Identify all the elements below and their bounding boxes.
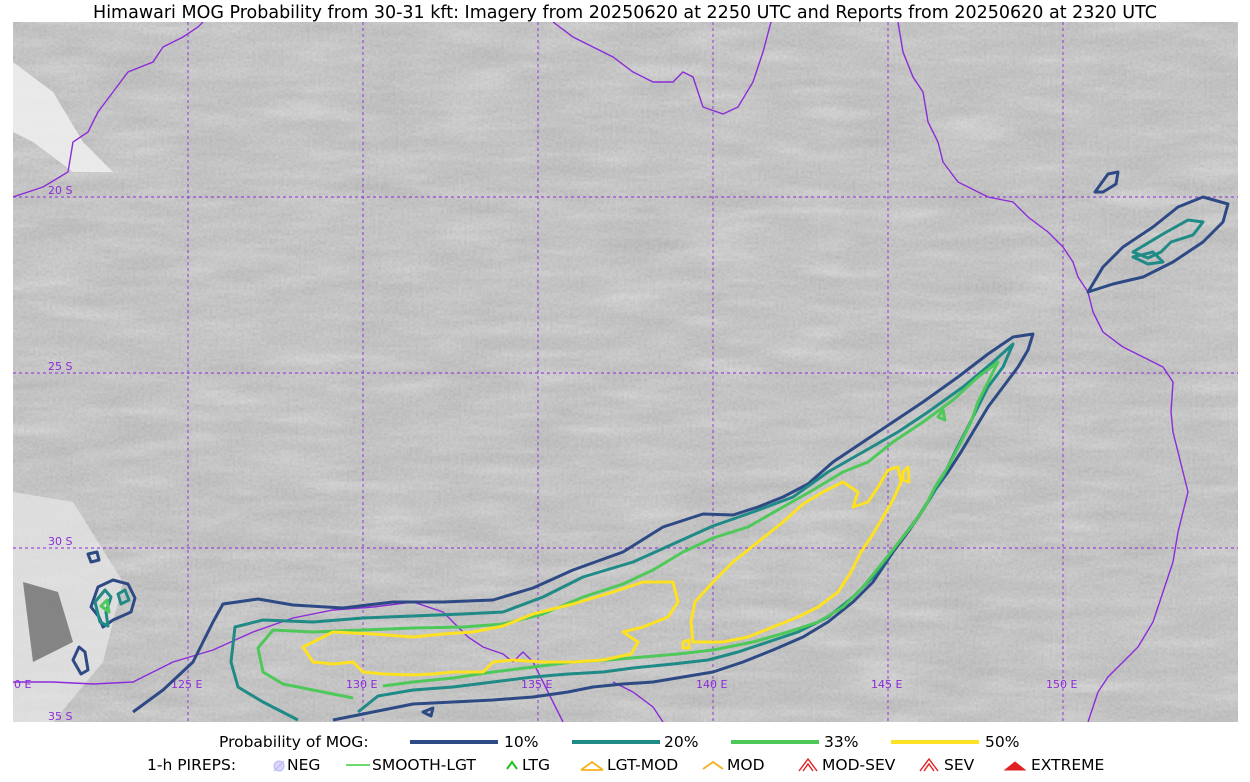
legend-pirep-mod-sev: MOD-SEV xyxy=(822,756,896,774)
chart-title: Himawari MOG Probability from 30-31 kft:… xyxy=(93,3,1157,23)
graticule xyxy=(13,22,1238,722)
legend-label-33: 33% xyxy=(824,733,859,751)
legend-pirep-smooth-lgt: SMOOTH-LGT xyxy=(372,756,476,774)
contour-50-percent xyxy=(301,465,911,677)
legend-label-50: 50% xyxy=(985,733,1020,751)
lon-label-130e: 130 E xyxy=(346,678,377,691)
contour-20-percent xyxy=(93,218,1205,722)
legend-pirep-lgt-mod: LGT-MOD xyxy=(607,756,679,774)
smooth-lgt-line-icon xyxy=(346,764,370,766)
cloud-patches-left xyxy=(13,62,123,722)
legend-swatch-10 xyxy=(410,740,498,744)
map-canvas: 20 S 25 S 30 S 35 S 120 E 125 E 130 E 13… xyxy=(13,22,1238,722)
mod-sev-caret-icon xyxy=(798,757,818,772)
neg-icon xyxy=(273,760,285,772)
lat-label-35s: 35 S xyxy=(48,710,72,722)
legend-probability: Probability of MOG: 10% 20% 33% 50% xyxy=(0,733,1250,753)
lon-label-140e: 140 E xyxy=(696,678,727,691)
lon-label-150e: 150 E xyxy=(1046,678,1077,691)
legend-swatch-50 xyxy=(891,740,979,744)
contour-10-percent xyxy=(71,170,1230,722)
legend-pirep-mod: MOD xyxy=(727,756,765,774)
legend-label-10: 10% xyxy=(504,733,539,751)
legend-pirep-neg: NEG xyxy=(287,756,321,774)
legend-pirep-sev: SEV xyxy=(944,756,975,774)
lat-label-25s: 25 S xyxy=(48,360,72,373)
legend-pirep-ltg: LTG xyxy=(522,756,550,774)
legend-label-20: 20% xyxy=(664,733,699,751)
lat-label-20s: 20 S xyxy=(48,184,72,197)
lon-label-135e: 135 E xyxy=(521,678,552,691)
legend-probability-label: Probability of MOG: xyxy=(219,733,369,751)
extreme-caret-icon xyxy=(1004,761,1026,771)
mod-caret-icon xyxy=(702,760,724,770)
lon-label-125e: 125 E xyxy=(171,678,202,691)
lgt-mod-caret-icon xyxy=(580,760,604,771)
legend-pirep-extreme: EXTREME xyxy=(1031,756,1105,774)
satellite-map: 20 S 25 S 30 S 35 S 120 E 125 E 130 E 13… xyxy=(13,22,1238,722)
ltg-caret-icon xyxy=(506,760,518,770)
lat-label-30s: 30 S xyxy=(48,535,72,548)
legend-pireps-label: 1-h PIREPS: xyxy=(147,756,237,774)
lon-label-145e: 145 E xyxy=(871,678,902,691)
legend-pireps: 1-h PIREPS: NEG SMOOTH-LGT LTG LGT-MOD M… xyxy=(0,756,1250,776)
lon-label-120e: 120 E xyxy=(13,678,31,691)
legend-swatch-33 xyxy=(731,740,819,744)
contour-33-percent xyxy=(99,360,1000,700)
legend-swatch-20 xyxy=(572,740,660,744)
sev-caret-icon xyxy=(919,757,939,772)
